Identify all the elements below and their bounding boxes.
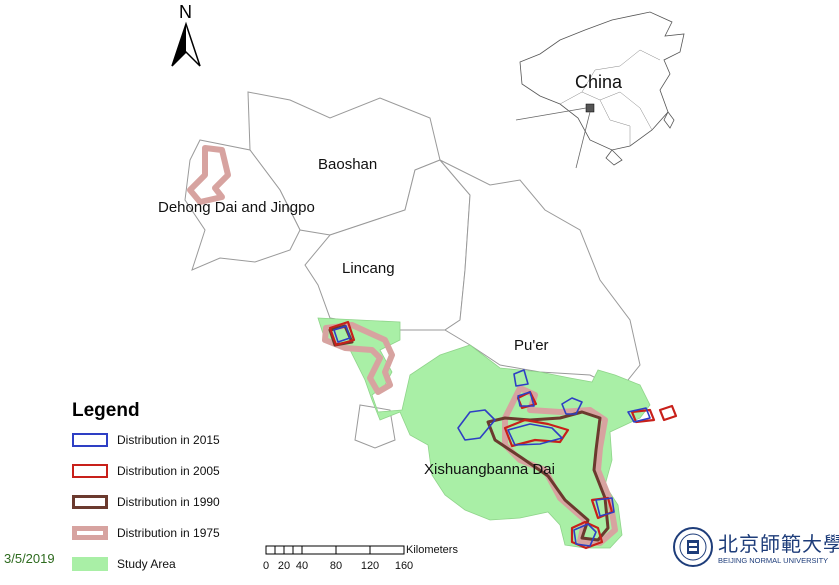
slide-date: 3/5/2019: [4, 551, 55, 566]
legend-item-2015: Distribution in 2015: [66, 430, 316, 461]
legend-label-1990: Distribution in 1990: [117, 495, 220, 509]
inset-province-lines: [559, 49, 661, 146]
legend: Legend Distribution in 2015 Distribution…: [66, 400, 316, 585]
legend-swatch-1975: [72, 526, 108, 540]
university-logo: 北京師範大學 BEIJING NORMAL UNIVERSITY: [670, 524, 839, 572]
legend-item-1975: Distribution in 1975: [66, 523, 316, 554]
inset-leader-line-2: [575, 111, 591, 169]
legend-label-2015: Distribution in 2015: [117, 433, 220, 447]
legend-swatch-2005: [72, 464, 108, 478]
scale-tick: 40: [295, 560, 309, 572]
inset-leader-line: [515, 107, 587, 121]
label-dehong: Dehong Dai and Jingpo: [158, 199, 315, 216]
legend-item-1990: Distribution in 1990: [66, 492, 316, 523]
legend-title: Legend: [72, 400, 140, 421]
legend-swatch-study-area: [72, 557, 108, 571]
legend-item-2005: Distribution in 2005: [66, 461, 316, 492]
inset-study-area-marker: [585, 103, 595, 113]
label-baoshan: Baoshan: [318, 156, 377, 173]
north-arrow-icon: N: [171, 2, 201, 67]
scale-tick: 0: [262, 560, 270, 572]
legend-item-study-area: Study Area: [66, 554, 316, 585]
label-lincang: Lincang: [342, 260, 395, 277]
legend-swatch-1990: [72, 495, 108, 509]
legend-label-1975: Distribution in 1975: [117, 526, 220, 540]
region-dehong: [184, 139, 301, 271]
scale-bar: [265, 545, 405, 555]
scale-bar-unit: Kilometers: [406, 544, 458, 556]
scale-tick: 80: [329, 560, 343, 572]
label-xishuangbanna: Xishuangbanna Dai: [424, 461, 555, 478]
university-name: 北京師範大學: [718, 532, 839, 556]
scale-bar-ticks: 0 20 40 80 120 160: [262, 560, 414, 574]
university-seal-icon: [673, 527, 713, 567]
inset-china-label: China: [575, 72, 623, 92]
distribution-2015: [333, 325, 651, 547]
legend-label-study-area: Study Area: [117, 557, 176, 571]
distribution-1975: [187, 145, 618, 546]
china-inset-map: [519, 11, 685, 166]
label-puer: Pu'er: [514, 337, 549, 354]
scale-tick: 120: [360, 560, 380, 572]
university-subtitle: BEIJING NORMAL UNIVERSITY: [718, 556, 829, 565]
scale-tick: 20: [277, 560, 291, 572]
north-arrow-letter: N: [179, 2, 192, 22]
legend-label-2005: Distribution in 2005: [117, 464, 220, 478]
prefecture-boundaries: [184, 91, 641, 449]
legend-swatch-2015: [72, 433, 108, 447]
scale-tick: 160: [394, 560, 414, 572]
